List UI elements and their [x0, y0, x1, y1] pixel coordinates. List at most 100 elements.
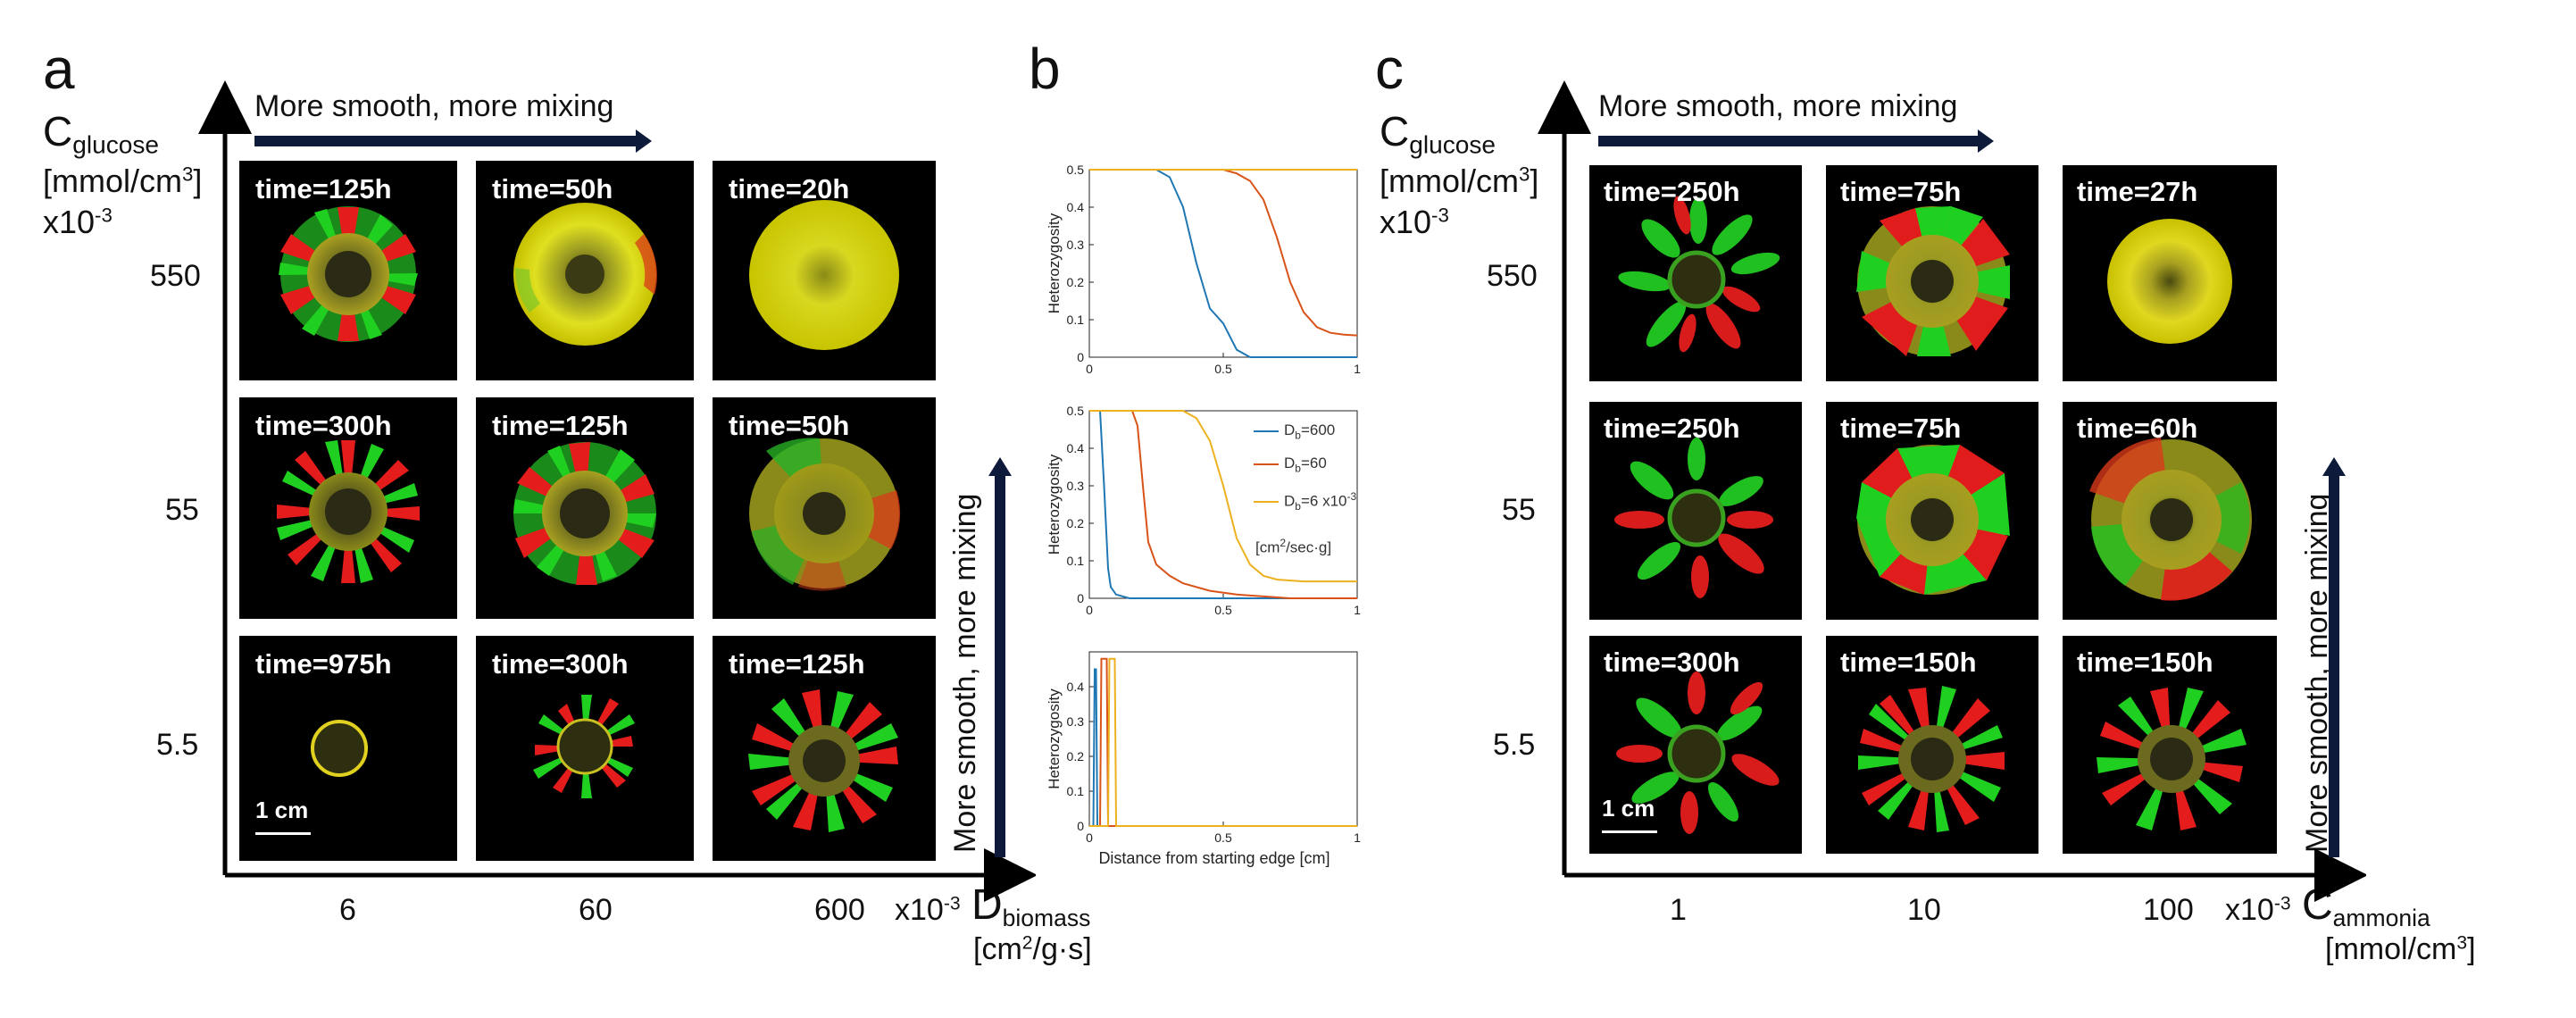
svg-text:time=300h: time=300h	[255, 410, 392, 441]
colony-image: time=125h	[255, 173, 418, 342]
panel-c-axes	[1538, 80, 2366, 902]
svg-text:time=250h: time=250h	[1604, 176, 1740, 207]
series-line	[1089, 410, 1357, 599]
panel-b-plot-top: 0 0.1 0.2 0.3 0.4 0.5 0 0.5 1 Heterozygosity	[1046, 163, 1361, 376]
panel-c-tile-r2-c1: time=250h	[1589, 402, 1802, 620]
panel-b-plots: 0 0.1 0.2 0.3 0.4 0.5 0 0.5 1 Heterozygosity 0 0.1…	[1046, 163, 1361, 867]
y-axis-label: Heterozygosity	[1046, 454, 1063, 555]
panel-a-tile-r2-c1: time=300h	[239, 397, 457, 619]
svg-text:time=27h: time=27h	[2077, 176, 2197, 207]
y-tick-label: 0.5	[1067, 404, 1085, 418]
colony-image: time=975h	[255, 648, 392, 777]
panel-c-x-tick-10: 10	[1907, 893, 1941, 927]
x-tick-label: 0	[1086, 362, 1093, 376]
y-tick-label: 0	[1077, 350, 1084, 364]
panel-c-y-axis-label: Cglucose [mmol/cm3] x10-3	[1380, 108, 1539, 241]
svg-text:time=300h: time=300h	[492, 648, 629, 680]
y-tick-label: 0.2	[1067, 516, 1085, 530]
x-tick-label: 1	[1354, 830, 1361, 845]
panel-a-axes	[198, 80, 1036, 902]
panel-c-tile-r1-c3: time=27h	[2063, 165, 2277, 381]
panel-b-plot-middle: 0 0.1 0.2 0.3 0.4 0.5 0 0.5 1 Heterozygosity	[1046, 404, 1361, 617]
panel-a-y-axis-label: Cglucose [mmol/cm3] x10-3	[43, 108, 203, 241]
panel-c-y-tick-5-5: 5.5	[1493, 728, 1536, 762]
colony-image: time=300h	[1604, 647, 1780, 834]
x-tick-label: 0.5	[1214, 362, 1232, 376]
legend-item: Db=60	[1254, 449, 1356, 482]
panel-c-tile-r3-c3: time=150h	[2063, 636, 2277, 854]
panel-a-tile-r3-c3: time=125h	[713, 636, 936, 861]
panel-a-scalebar: 1 cm	[255, 797, 311, 835]
colony-image: time=27h	[2077, 176, 2232, 344]
svg-text:time=75h: time=75h	[1840, 413, 1961, 444]
y-tick-label: 0.4	[1067, 441, 1085, 455]
svg-text:time=300h: time=300h	[1604, 647, 1740, 678]
svg-text:time=20h: time=20h	[729, 173, 849, 204]
panel-a-y-tick-55: 55	[165, 493, 199, 527]
y-tick-label: 0	[1077, 591, 1084, 605]
svg-text:time=125h: time=125h	[729, 648, 865, 680]
panel-c-tile-r3-c2: time=150h	[1826, 636, 2038, 854]
colony-image: time=250h	[1604, 176, 1780, 353]
panel-c-y-tick-55: 55	[1502, 493, 1536, 527]
legend-units: [cm2/sec·g]	[1255, 536, 1332, 556]
panel-a-x-tick-600: 600	[814, 893, 865, 927]
y-tick-label: 0.5	[1067, 163, 1085, 177]
colony-image: time=75h	[1840, 176, 2010, 356]
y-tick-label: 0.2	[1067, 275, 1085, 289]
x-tick-label: 1	[1354, 603, 1361, 617]
panel-a-y-tick-5-5: 5.5	[156, 728, 199, 762]
legend-item: Db=600	[1254, 416, 1356, 449]
panel-a-tile-r3-c2: time=300h	[476, 636, 694, 861]
series-line	[1089, 657, 1357, 827]
svg-text:time=50h: time=50h	[492, 173, 613, 204]
panel-c-x-tick-100: 100	[2143, 893, 2194, 927]
y-tick-label: 0.2	[1067, 749, 1085, 764]
svg-text:time=250h: time=250h	[1604, 413, 1740, 444]
panel-a-tile-r1-c2: time=50h	[476, 161, 694, 380]
plot-frame	[1088, 410, 1358, 599]
panel-c-x-units: [mmol/cm3]	[2325, 932, 2476, 966]
series-line	[1089, 169, 1357, 358]
panel-a-letter: a	[43, 37, 75, 101]
panel-c-y-tick-550: 550	[1487, 259, 1538, 293]
colony-image: time=50h	[729, 410, 901, 591]
panel-a-y-tick-550: 550	[150, 259, 201, 293]
series-line	[1089, 410, 1357, 599]
x-tick-label: 1	[1354, 362, 1361, 376]
colony-image: time=300h	[492, 648, 635, 798]
colony-image: time=300h	[255, 410, 420, 583]
colony-image: time=125h	[492, 410, 656, 585]
y-tick-label: 0.1	[1067, 784, 1085, 798]
colony-image: time=150h	[1840, 647, 2005, 832]
series-line	[1089, 410, 1357, 583]
panel-a-top-arrow-text: More smooth, more mixing	[254, 89, 614, 123]
panel-c-x-axis-label: Cammonia	[2302, 881, 2430, 931]
panel-a-tile-r3-c1: time=975h 1 cm	[239, 636, 457, 861]
panel-c-scalebar: 1 cm	[1602, 795, 1657, 833]
panel-a-tile-r1-c3: time=20h	[713, 161, 936, 380]
x-tick-label: 0.5	[1214, 830, 1232, 845]
colony-image: time=60h	[2077, 413, 2252, 601]
svg-text:time=125h: time=125h	[255, 173, 392, 204]
panel-b-plot-bottom: 0 0.1 0.2 0.3 0.4 0 0.5 1 Heterozygosity Distance…	[1046, 651, 1361, 867]
svg-text:time=150h: time=150h	[2077, 647, 2213, 678]
panel-a-x-tick-6: 6	[339, 893, 356, 927]
panel-b-letter: b	[1029, 37, 1061, 101]
panel-c-letter: c	[1375, 37, 1404, 101]
legend-item: Db=6 x10-3	[1254, 483, 1356, 521]
colony-image: time=125h	[729, 648, 898, 832]
plot-frame	[1088, 651, 1358, 827]
svg-text:time=75h: time=75h	[1840, 176, 1961, 207]
y-tick-label: 0.4	[1067, 200, 1085, 214]
y-tick-label: 0.3	[1067, 479, 1085, 493]
panel-c-x-tick-1: 1	[1670, 893, 1687, 927]
panel-a-x-scale: x10-3	[895, 893, 961, 927]
y-tick-label: 0.3	[1067, 238, 1085, 252]
panel-c-tile-r2-c2: time=75h	[1826, 402, 2038, 620]
y-tick-label: 0.1	[1067, 554, 1085, 568]
svg-text:time=125h: time=125h	[492, 410, 629, 441]
panel-a-tile-r2-c3: time=50h	[713, 397, 936, 619]
svg-text:time=975h: time=975h	[255, 648, 392, 680]
colony-image: time=150h	[2077, 647, 2247, 830]
